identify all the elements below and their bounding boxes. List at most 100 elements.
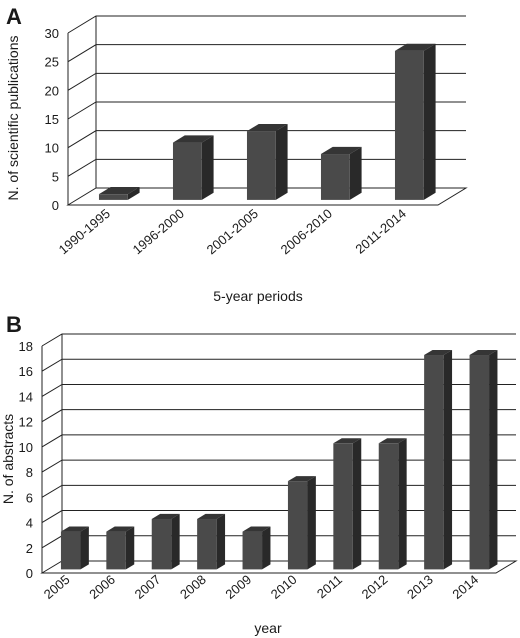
panel-b-bar bbox=[469, 349, 498, 570]
panel-b-x-tick-label: 2014 bbox=[449, 572, 481, 602]
panel-b-bar-front bbox=[424, 355, 444, 570]
panel-b-bar-front bbox=[378, 443, 399, 570]
panel-a-bar-top bbox=[320, 146, 362, 155]
panel-b-gridline bbox=[41, 358, 516, 372]
panel-a-bar-top bbox=[394, 43, 436, 51]
panel-b-y-tick-label: 10 bbox=[19, 440, 33, 455]
panel-a-x-tick-label: 1996-2000 bbox=[130, 206, 187, 257]
panel-a-letter: A bbox=[6, 4, 22, 29]
panel-b-bar bbox=[151, 513, 180, 570]
panel-a-x-tick-label: 2001-2005 bbox=[204, 206, 261, 257]
panel-b-gridline bbox=[41, 383, 516, 397]
panel-a-x-tick-label: 2011-2014 bbox=[352, 206, 409, 257]
panel-a-y-tick-label: 0 bbox=[52, 198, 59, 213]
panel-b-gridline bbox=[41, 459, 516, 473]
panel-b-y-tick-label: 8 bbox=[26, 465, 33, 480]
panel-a-x-tick-label: 2006-2010 bbox=[278, 206, 335, 257]
panel-b-bar-front bbox=[197, 518, 217, 570]
panel-b-bar bbox=[60, 526, 89, 570]
panel-a-bar-top bbox=[98, 187, 140, 195]
panel-b-y-tick-label: 18 bbox=[19, 339, 33, 354]
panel-a-gridline bbox=[67, 130, 466, 149]
panel-b-bar-side bbox=[80, 526, 89, 570]
panel-b-gridline bbox=[41, 333, 516, 347]
panel-a-bar-front bbox=[320, 154, 350, 200]
panel-a-bar-front bbox=[394, 50, 424, 200]
panel-b-bar bbox=[197, 513, 226, 570]
panel-a-y-axis-title: N. of scientific publications bbox=[5, 36, 21, 201]
panel-b-x-tick-label: 2006 bbox=[86, 572, 118, 602]
panel-a-gridline bbox=[67, 44, 466, 63]
panel-a-bar bbox=[98, 187, 140, 200]
panel-b-bar-side bbox=[125, 526, 135, 570]
panel-a-y-tick-label: 10 bbox=[45, 141, 59, 156]
panel-a-y-tick-label: 5 bbox=[52, 169, 59, 184]
panel-a-bar bbox=[394, 43, 436, 200]
panel-b-bar-front bbox=[469, 355, 490, 570]
panel-b-y-tick-label: 6 bbox=[26, 490, 33, 505]
panel-b-bar-top bbox=[151, 513, 180, 519]
panel-b-bar-top bbox=[469, 349, 498, 356]
panel-b-y-tick-label: 12 bbox=[19, 415, 33, 430]
panel-b-bar-side bbox=[216, 513, 226, 570]
panel-b-bar-top bbox=[242, 526, 271, 532]
panel-a-bar-side bbox=[127, 187, 140, 200]
panel-b-bar-side bbox=[443, 349, 453, 570]
panel-b-x-tick-label: 2011 bbox=[314, 572, 345, 601]
panel-b-bar-top bbox=[197, 513, 226, 519]
panel-a-floor bbox=[66, 187, 468, 206]
panel-b-bar-side bbox=[398, 438, 407, 570]
panel-a-gridline bbox=[67, 101, 466, 120]
panel-a-bar bbox=[172, 135, 214, 200]
panel-a-chart: A N. of scientific publications 5-year p… bbox=[5, 4, 468, 304]
panel-b-bar bbox=[378, 438, 407, 570]
panel-a-y-tick-label: 25 bbox=[45, 55, 59, 70]
panel-a-gridline bbox=[67, 15, 466, 34]
panel-a-bar-front bbox=[98, 194, 128, 200]
panel-a-bar-top bbox=[246, 123, 288, 132]
panel-b-x-tick-label: 2013 bbox=[404, 572, 436, 602]
panel-b-bar-front bbox=[333, 443, 353, 570]
panel-b-bar-top bbox=[378, 438, 407, 444]
panel-b-x-tick-label: 2007 bbox=[132, 572, 164, 602]
panel-a-y-tick-label: 15 bbox=[45, 112, 59, 127]
panel-a-bar-side bbox=[423, 43, 436, 200]
panel-b-y-tick-label: 14 bbox=[19, 389, 33, 404]
panel-a-bar-front bbox=[172, 142, 202, 200]
panel-b-bar bbox=[287, 476, 316, 570]
panel-b-floor bbox=[40, 560, 518, 574]
panel-b-bar bbox=[242, 526, 271, 570]
panel-b-gridline bbox=[41, 484, 516, 498]
panel-b-bar-side bbox=[352, 438, 362, 570]
panel-b-bar-front bbox=[151, 518, 172, 570]
panel-b-bar-top bbox=[287, 476, 316, 482]
panel-b-bar-top bbox=[424, 349, 453, 356]
panel-a-bar bbox=[246, 123, 288, 200]
panel-a-y-tick-label: 30 bbox=[45, 26, 59, 41]
panel-b-bar-front bbox=[242, 531, 263, 570]
panel-a-bar-side bbox=[275, 123, 288, 200]
panel-b-gridline bbox=[41, 409, 516, 423]
panel-b-x-axis-title: year bbox=[254, 620, 282, 636]
panel-b-bar-top bbox=[106, 526, 135, 532]
panel-b-bar-top bbox=[333, 438, 362, 444]
panel-b-bar-side bbox=[262, 526, 271, 570]
panel-a-bar-side bbox=[201, 135, 214, 200]
panel-a-bar-top bbox=[172, 135, 214, 143]
panel-b-bar bbox=[333, 438, 362, 570]
panel-b-x-tick-label: 2012 bbox=[359, 572, 391, 602]
panel-b-bar-front bbox=[106, 531, 126, 570]
panel-b-x-tick-label: 2010 bbox=[268, 572, 300, 602]
panel-b-bar-front bbox=[60, 531, 81, 570]
panel-b-letter: B bbox=[6, 312, 22, 337]
panel-a-x-tick-label: 1990-1995 bbox=[56, 206, 113, 257]
panel-a-bar bbox=[320, 146, 362, 200]
panel-b-bar-top bbox=[60, 526, 89, 532]
panel-b-gridline bbox=[41, 510, 516, 523]
panel-a-bar-front bbox=[246, 131, 276, 200]
panel-b-y-tick-label: 16 bbox=[19, 364, 33, 379]
panel-b-x-tick-label: 2005 bbox=[41, 572, 73, 602]
panel-b-x-tick-label: 2009 bbox=[222, 572, 254, 602]
panel-b-y-axis-title: N. of abstracts bbox=[0, 414, 16, 504]
